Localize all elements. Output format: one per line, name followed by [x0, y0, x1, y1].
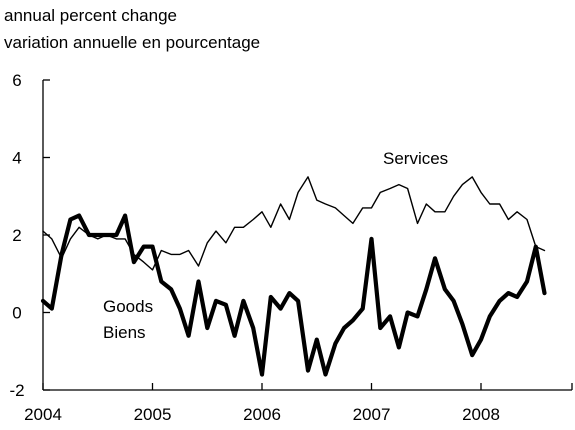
unit-label-french: variation annuelle en pourcentage: [4, 33, 261, 52]
unit-label-english: annual percent change: [4, 6, 177, 25]
y-tick-label: 0: [12, 304, 21, 323]
y-tick-label: -2: [9, 381, 24, 400]
series-lines-group: [40, 176, 547, 377]
x-tick-label: 2007: [353, 405, 391, 424]
x-tick-label: 2006: [243, 405, 281, 424]
series-line-goods: [40, 213, 547, 377]
series-labels-group: Services Goods Biens: [103, 149, 448, 342]
y-tick-label: 6: [12, 71, 21, 90]
series-label-goods: Biens: [103, 323, 146, 342]
series-label-services: Services: [383, 149, 448, 168]
x-tick-label: 2004: [24, 405, 62, 424]
tick-labels-group: -2 0 2 4 6 2004 2005 2006 2007 2008: [9, 71, 499, 424]
series-line-services: [42, 176, 546, 271]
x-tick-label: 2005: [134, 405, 172, 424]
x-tick-label: 2008: [462, 405, 500, 424]
axes-group: [42, 79, 573, 391]
y-tick-label: 4: [12, 149, 21, 168]
series-label-goods: Goods: [103, 297, 153, 316]
y-tick-label: 2: [12, 226, 21, 245]
